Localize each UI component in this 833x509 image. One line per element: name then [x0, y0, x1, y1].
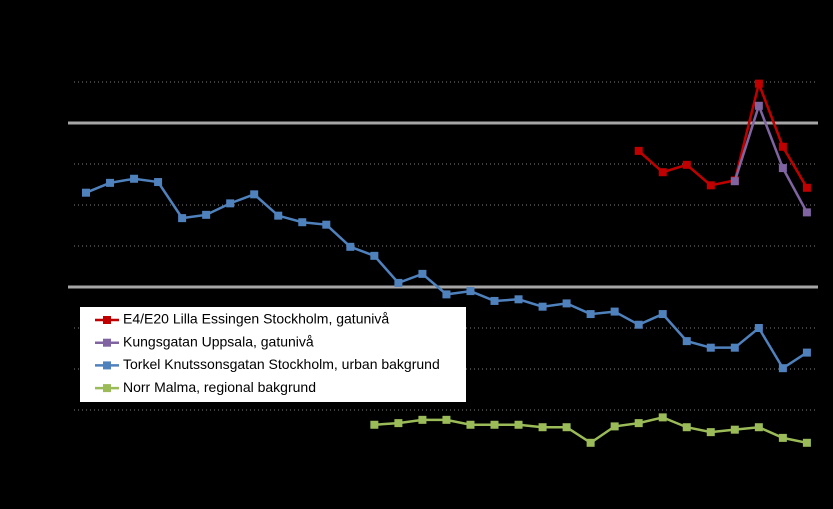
data-point — [250, 190, 259, 199]
data-point — [82, 188, 90, 197]
y-tick-label: 25 — [48, 237, 64, 253]
data-point — [274, 211, 283, 220]
data-point — [634, 419, 643, 428]
data-point — [730, 425, 739, 434]
series-line — [733, 102, 808, 213]
y-tick-label: 5 — [56, 401, 64, 417]
data-point — [442, 290, 451, 299]
data-point — [658, 310, 667, 319]
data-point — [562, 423, 571, 432]
data-point — [106, 178, 115, 187]
y-tick-label: 45 — [48, 73, 64, 89]
data-point — [490, 296, 499, 305]
data-point — [802, 438, 811, 447]
data-point — [490, 420, 499, 429]
data-point — [538, 423, 547, 432]
y-tick-label: 30 — [48, 196, 64, 212]
data-point — [754, 423, 763, 432]
legend: E4/E20 Lilla Essingen Stockholm, gatuniv… — [80, 307, 466, 402]
data-point — [418, 269, 427, 278]
legend-marker — [103, 384, 111, 393]
data-point — [586, 310, 595, 319]
data-point — [778, 164, 787, 173]
data-point — [466, 420, 475, 429]
data-point — [778, 364, 787, 373]
data-point — [226, 199, 235, 208]
data-point — [754, 101, 763, 110]
data-point — [514, 295, 523, 304]
data-point — [202, 210, 211, 219]
data-point — [586, 438, 595, 447]
data-point — [610, 307, 619, 316]
legend-label: Norr Malma, regional bakgrund — [123, 379, 316, 395]
data-point — [682, 423, 691, 432]
data-point — [178, 214, 187, 223]
series-line — [637, 79, 808, 189]
data-point — [514, 420, 523, 429]
data-point — [370, 251, 379, 260]
data-point — [802, 183, 811, 192]
data-point — [466, 287, 475, 296]
data-point — [634, 146, 643, 155]
y-tick-label: 40 — [48, 114, 64, 130]
data-point — [730, 177, 739, 186]
y-tick-label: 10 — [48, 360, 64, 376]
data-point — [418, 415, 427, 424]
data-point — [778, 433, 787, 442]
data-point — [130, 174, 139, 183]
legend-marker — [103, 361, 111, 370]
data-point — [802, 208, 811, 217]
data-point — [754, 79, 763, 88]
data-point — [394, 278, 403, 287]
data-point — [778, 142, 787, 151]
data-point — [682, 160, 691, 169]
legend-label: Kungsgatan Uppsala, gatunivå — [123, 333, 314, 349]
legend-marker — [103, 338, 111, 347]
data-point — [154, 178, 163, 187]
data-point — [370, 420, 379, 429]
data-point — [442, 415, 451, 424]
y-tick-label: 35 — [48, 155, 64, 171]
data-point — [706, 343, 715, 352]
legend-label: Torkel Knutssonsgatan Stockholm, urban b… — [123, 356, 440, 372]
data-point — [754, 324, 763, 332]
data-point — [346, 242, 355, 251]
y-tick-label: 0 — [56, 442, 64, 458]
data-point — [730, 343, 739, 352]
data-point — [394, 419, 403, 428]
y-tick-label: 20 — [48, 278, 64, 294]
legend-marker — [103, 316, 111, 324]
legend-box — [80, 307, 466, 402]
data-point — [538, 302, 547, 311]
y-tick-label: 15 — [48, 319, 64, 335]
data-point — [322, 220, 331, 229]
data-point — [658, 413, 667, 422]
data-point — [634, 320, 643, 329]
data-point — [610, 422, 619, 431]
data-point — [298, 218, 307, 227]
data-point — [802, 348, 811, 357]
data-point — [706, 428, 715, 437]
data-point — [562, 299, 571, 308]
data-point — [706, 181, 715, 190]
data-point — [682, 337, 691, 346]
legend-label: E4/E20 Lilla Essingen Stockholm, gatuniv… — [123, 311, 389, 327]
data-point — [658, 168, 667, 177]
